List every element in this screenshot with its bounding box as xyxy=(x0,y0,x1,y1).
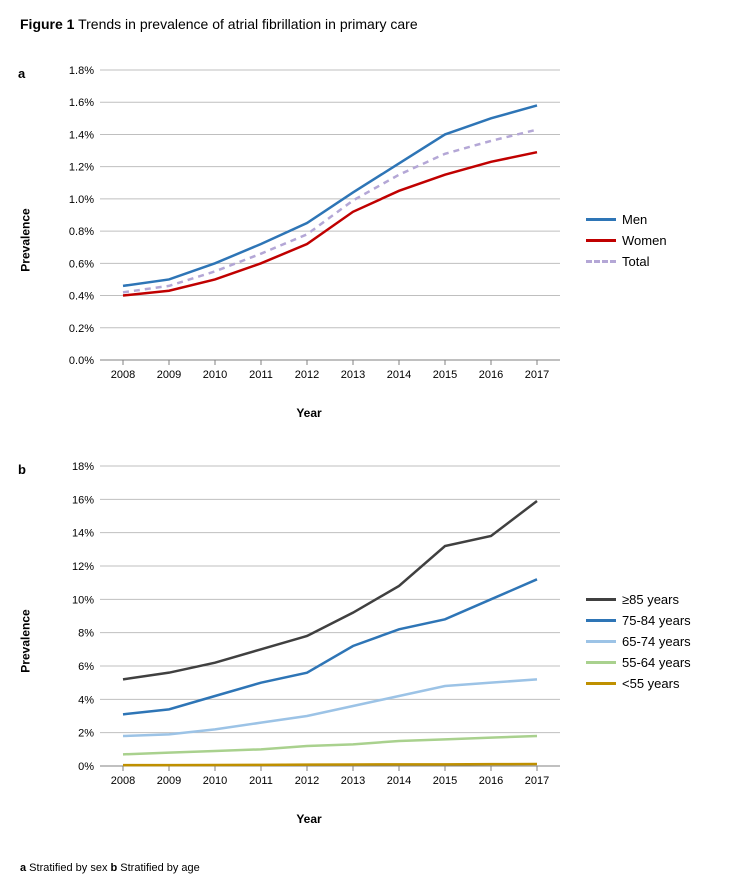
legend-label: 75-84 years xyxy=(622,613,691,628)
chart-a-wrap: Prevalence 0.0%0.2%0.4%0.6%0.8%1.0%1.2%1… xyxy=(48,60,570,420)
legend-b: ≥85 years 75-84 years 65-74 years 55-64 yea… xyxy=(586,586,691,697)
y-tick-label: 0.2% xyxy=(69,323,94,335)
x-tick-label: 2008 xyxy=(111,369,135,381)
figure-title-text: Trends in prevalence of atrial fibrillat… xyxy=(78,16,418,32)
y-tick-label: 0.4% xyxy=(69,291,94,303)
y-tick-label: 6% xyxy=(78,661,94,673)
y-tick-label: 18% xyxy=(72,461,94,473)
x-tick-label: 2009 xyxy=(157,369,181,381)
y-tick-label: 1.4% xyxy=(69,129,94,141)
y-tick-label: 0.0% xyxy=(69,355,94,367)
y-tick-label: 1.6% xyxy=(69,97,94,109)
chart-a-ylabel: Prevalence xyxy=(19,208,33,271)
panel_b-legend-item: <55 years xyxy=(586,676,691,691)
legend-label: 55-64 years xyxy=(622,655,691,670)
x-tick-label: 2017 xyxy=(525,775,549,787)
x-tick-label: 2013 xyxy=(341,369,365,381)
panel-a-label: a xyxy=(18,66,25,81)
panel_b-series-3 xyxy=(123,736,537,754)
y-tick-label: 8% xyxy=(78,628,94,640)
legend-swatch xyxy=(586,619,616,622)
legend-swatch xyxy=(586,682,616,685)
chart-a-xlabel: Year xyxy=(48,406,570,420)
legend-swatch xyxy=(586,598,616,601)
legend-a: Men Women Total xyxy=(586,206,667,275)
panel-b: b Prevalence 0% 2% 4% 6% 8% 10% 12% 14% 16% 18% 20… xyxy=(20,456,716,826)
y-tick-label: 0.6% xyxy=(69,258,94,270)
y-tick-label: 0.8% xyxy=(69,226,94,238)
panel_b-series-2 xyxy=(123,679,537,736)
legend-label: Men xyxy=(622,212,647,227)
x-tick-label: 2013 xyxy=(341,775,365,787)
y-tick-label: 14% xyxy=(72,528,94,540)
panel-a: a Prevalence 0.0% 0.2% 0.4% 0.6% 0.8% 1.0% 1.2… xyxy=(20,60,716,420)
legend-label: Women xyxy=(622,233,667,248)
legend-swatch xyxy=(586,218,616,221)
panel_b-legend-item: ≥85 years xyxy=(586,592,691,607)
legend-swatch xyxy=(586,239,616,242)
panel_a-svg: 0.0% 0.2% 0.4% 0.6% 0.8% 1.0% 1.2% 1.4% 1.6% 1.8%… xyxy=(48,60,570,402)
panel_a-legend-item: Total xyxy=(586,254,667,269)
panel_b-series-0 xyxy=(123,501,537,679)
panel_b-svg: 0% 2% 4% 6% 8% 10% 12% 14% 16% 18% 2008 2009 2010 201… xyxy=(48,456,570,808)
panel_a-series-0 xyxy=(123,105,537,285)
x-tick-label: 2015 xyxy=(433,369,457,381)
panel_a-legend-item: Men xyxy=(586,212,667,227)
panel_b-legend-item: 65-74 years xyxy=(586,634,691,649)
x-tick-label: 2010 xyxy=(203,369,227,381)
legend-label: ≥85 years xyxy=(622,592,679,607)
figure-title: Figure 1 Trends in prevalence of atrial … xyxy=(20,16,716,32)
y-tick-label: 2% xyxy=(78,728,94,740)
figure-caption: a Stratified by sex b Stratified by age xyxy=(20,862,716,874)
x-tick-label: 2017 xyxy=(525,369,549,381)
x-tick-label: 2008 xyxy=(111,775,135,787)
chart-a: 0.0% 0.2% 0.4% 0.6% 0.8% 1.0% 1.2% 1.4% 1.6% 1.8%… xyxy=(48,60,570,402)
legend-swatch xyxy=(586,640,616,643)
chart-b-wrap: Prevalence 0%2%4%6%8%10%12%14%16%18%2008… xyxy=(48,456,570,826)
panel_a-legend-item: Women xyxy=(586,233,667,248)
y-tick-label: 16% xyxy=(72,494,94,506)
x-tick-label: 2012 xyxy=(295,775,319,787)
y-tick-label: 12% xyxy=(72,561,94,573)
x-tick-label: 2014 xyxy=(387,369,411,381)
chart-b-ylabel: Prevalence xyxy=(19,609,33,672)
x-tick-label: 2016 xyxy=(479,775,503,787)
y-tick-label: 10% xyxy=(72,594,94,606)
y-tick-label: 4% xyxy=(78,694,94,706)
legend-label: Total xyxy=(622,254,649,269)
legend-label: 65-74 years xyxy=(622,634,691,649)
legend-label: <55 years xyxy=(622,676,679,691)
caption-b-text: Stratified by age xyxy=(117,862,200,874)
x-tick-label: 2011 xyxy=(249,369,273,381)
legend-swatch xyxy=(586,661,616,664)
x-tick-label: 2010 xyxy=(203,775,227,787)
panel_b-legend-item: 75-84 years xyxy=(586,613,691,628)
y-tick-label: 1.0% xyxy=(69,194,94,206)
x-tick-label: 2014 xyxy=(387,775,411,787)
y-tick-label: 0% xyxy=(78,761,94,773)
caption-a-text: Stratified by sex xyxy=(26,862,110,874)
x-tick-label: 2011 xyxy=(249,775,273,787)
x-tick-label: 2016 xyxy=(479,369,503,381)
x-tick-label: 2015 xyxy=(433,775,457,787)
chart-b-xlabel: Year xyxy=(48,812,570,826)
y-tick-label: 1.2% xyxy=(69,162,94,174)
legend-swatch xyxy=(586,260,616,263)
x-tick-label: 2012 xyxy=(295,369,319,381)
panel_a-series-2 xyxy=(123,130,537,293)
panel_b-legend-item: 55-64 years xyxy=(586,655,691,670)
panel_b-series-4 xyxy=(123,764,537,765)
panel-b-label: b xyxy=(18,462,26,477)
figure-title-prefix: Figure 1 xyxy=(20,16,74,32)
chart-b: 0% 2% 4% 6% 8% 10% 12% 14% 16% 18% 2008 2009 2010 201… xyxy=(48,456,570,808)
y-tick-label: 1.8% xyxy=(69,65,94,77)
x-tick-label: 2009 xyxy=(157,775,181,787)
